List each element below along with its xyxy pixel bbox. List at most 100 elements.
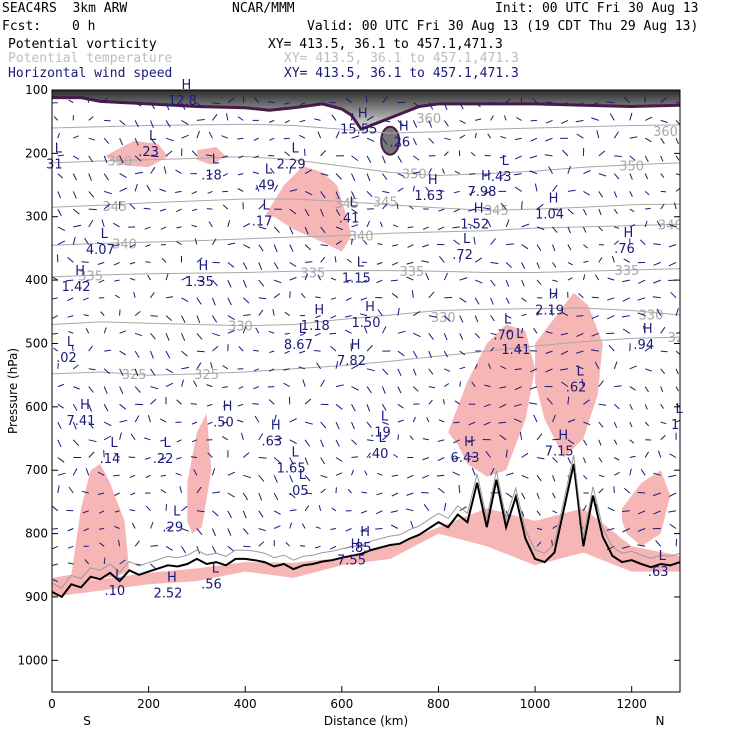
wind-vector-620 xyxy=(412,386,419,392)
wind-vector-677 xyxy=(459,102,464,110)
wind-vector-812 xyxy=(533,414,538,423)
wind-vector-481 xyxy=(335,191,340,199)
wind-vector-697 xyxy=(452,457,460,460)
wind-vector-852 xyxy=(567,208,574,215)
hl-value-28: 1.41 xyxy=(501,343,530,358)
wind-vector-905 xyxy=(591,315,599,320)
wind-vector-83 xyxy=(104,119,111,122)
wind-vector-496 xyxy=(335,457,343,462)
wind-vector-838 xyxy=(552,414,556,423)
x-axis-south-end: S xyxy=(83,714,91,728)
wind-vector-617 xyxy=(413,332,421,338)
hl-letter-30: L xyxy=(577,365,585,380)
wind-vector-602 xyxy=(390,510,399,513)
wind-vector-739 xyxy=(484,384,491,388)
wind-vector-346 xyxy=(254,97,260,104)
hl-value-36: 1.65 xyxy=(277,462,306,477)
wind-vector-862 xyxy=(561,381,569,388)
hl-value-17: 1.35 xyxy=(185,275,214,290)
wind-vector-386 xyxy=(269,350,275,353)
wind-vector-33 xyxy=(72,191,77,199)
wind-vector-656 xyxy=(443,151,449,157)
wind-vector-351 xyxy=(256,184,260,192)
wind-vector-952 xyxy=(623,258,631,263)
wind-vector-788 xyxy=(514,418,522,423)
wind-vector-776 xyxy=(521,201,523,210)
wind-vector-249 xyxy=(191,224,198,228)
wind-vector-756 xyxy=(505,279,510,287)
wind-vector-700 xyxy=(459,506,467,512)
wind-vector-499 xyxy=(331,507,337,512)
wind-vector-126 xyxy=(119,403,127,410)
wind-vector-963 xyxy=(629,455,636,458)
wind-vector-154 xyxy=(134,415,140,423)
hl-letter-1: L xyxy=(55,142,63,157)
hl-value-22: 1.18 xyxy=(301,319,330,334)
wind-vector-412 xyxy=(284,350,290,354)
wind-vector-667 xyxy=(443,350,449,358)
wind-vector-610 xyxy=(409,205,414,210)
wind-vector-1032 xyxy=(670,291,677,299)
wind-vector-179 xyxy=(150,386,159,390)
wind-vector-923 xyxy=(613,208,618,215)
wind-vector-795 xyxy=(530,119,538,122)
wind-vector-194 xyxy=(163,166,167,174)
wind-vector-1014 xyxy=(660,434,666,441)
wind-vector-332 xyxy=(243,314,251,317)
wind-vector-480 xyxy=(335,173,342,180)
wind-vector-943 xyxy=(623,96,631,104)
wind-vector-349 xyxy=(253,155,259,159)
wind-vector-275 xyxy=(208,221,213,228)
wind-vector-52 xyxy=(67,528,74,532)
theta-contour-350 xyxy=(52,155,680,177)
wind-vector-850 xyxy=(567,165,571,174)
wind-vector-137 xyxy=(134,120,139,128)
wind-vector-229 xyxy=(181,333,186,341)
wind-vector-236 xyxy=(176,457,182,460)
wind-vector-111 xyxy=(119,138,124,146)
wind-vector-520 xyxy=(351,421,355,430)
wind-vector-360 xyxy=(253,349,259,352)
wind-vector-967 xyxy=(622,528,631,533)
wind-vector-829 xyxy=(552,262,557,268)
wind-vector-215 xyxy=(165,545,173,551)
wind-vector-273 xyxy=(207,190,213,194)
wind-vector-917 xyxy=(606,101,615,104)
wind-vector-997 xyxy=(660,137,665,144)
hl-letter-6: H xyxy=(358,107,368,122)
wind-vector-880 xyxy=(576,315,584,317)
wind-vector-1041 xyxy=(669,453,677,458)
wind-vector-340 xyxy=(242,452,250,458)
wind-vector-1012 xyxy=(660,404,664,409)
wind-vector-37 xyxy=(67,256,74,263)
wind-vector-339 xyxy=(240,432,244,440)
wind-vector-462 xyxy=(315,315,321,319)
wind-vector-972 xyxy=(644,155,649,163)
wind-vector-861 xyxy=(560,368,568,371)
wind-vector-808 xyxy=(530,350,538,352)
wind-vector-608 xyxy=(413,171,420,175)
wind-vector-1037 xyxy=(675,386,679,392)
wind-vector-278 xyxy=(212,279,218,287)
wind-vector-583 xyxy=(397,173,405,178)
wind-vector-869 xyxy=(575,119,584,123)
wind-vector-856 xyxy=(567,277,573,281)
wind-vector-131 xyxy=(114,492,120,496)
wind-vector-580 xyxy=(397,120,404,127)
wind-vector-27 xyxy=(52,579,59,583)
wind-vector-802 xyxy=(536,244,542,252)
wind-vector-389 xyxy=(268,399,275,405)
hl-letter-48: H xyxy=(167,571,177,586)
wind-vector-1028 xyxy=(669,224,677,228)
wind-vector-741 xyxy=(483,421,491,426)
hl-value-44: .85 xyxy=(351,541,372,556)
wind-vector-151 xyxy=(134,368,139,377)
wind-vector-532 xyxy=(366,173,371,182)
wind-vector-658 xyxy=(438,189,445,192)
wind-vector-640 xyxy=(428,291,435,299)
wind-vector-75 xyxy=(88,451,95,458)
wind-vector-457 xyxy=(320,226,326,234)
wind-vector-746 xyxy=(505,98,511,104)
wind-vector-212 xyxy=(160,489,167,494)
